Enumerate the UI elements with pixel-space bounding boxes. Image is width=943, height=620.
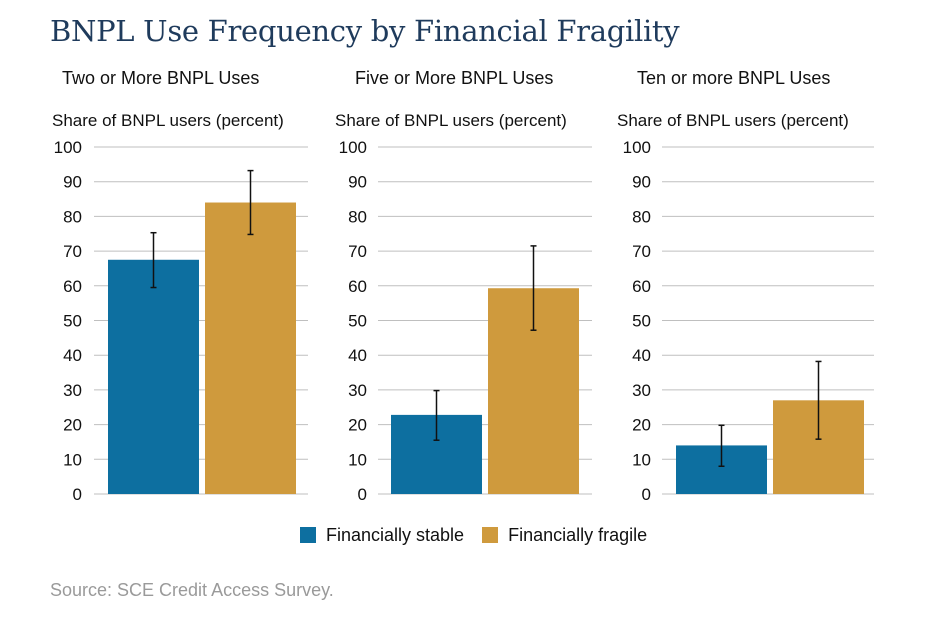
y-tick-label: 70 bbox=[348, 242, 367, 261]
legend-swatch-fragile bbox=[482, 527, 499, 543]
source-note: Source: SCE Credit Access Survey. bbox=[50, 580, 334, 600]
y-tick-label: 50 bbox=[632, 312, 651, 331]
panel-title: Two or More BNPL Uses bbox=[62, 68, 259, 88]
legend-item-stable: Financially stable bbox=[300, 525, 464, 546]
panel-title: Five or More BNPL Uses bbox=[355, 68, 553, 88]
panel-title: Ten or more BNPL Uses bbox=[637, 68, 830, 88]
y-axis-label: Share of BNPL users (percent) bbox=[617, 111, 849, 130]
y-tick-label: 0 bbox=[358, 485, 367, 504]
y-axis-label: Share of BNPL users (percent) bbox=[335, 111, 567, 130]
chart-title: BNPL Use Frequency by Financial Fragilit… bbox=[50, 14, 680, 48]
y-tick-label: 90 bbox=[348, 173, 367, 192]
y-tick-label: 30 bbox=[348, 381, 367, 400]
y-tick-label: 70 bbox=[63, 242, 82, 261]
y-tick-label: 100 bbox=[339, 138, 367, 157]
y-tick-label: 10 bbox=[63, 450, 82, 469]
y-tick-label: 80 bbox=[348, 207, 367, 226]
legend: Financially stable Financially fragile bbox=[300, 524, 665, 546]
y-tick-label: 0 bbox=[642, 485, 651, 504]
y-tick-label: 40 bbox=[632, 346, 651, 365]
y-tick-label: 90 bbox=[63, 173, 82, 192]
y-axis-label: Share of BNPL users (percent) bbox=[52, 111, 284, 130]
y-tick-label: 0 bbox=[73, 485, 82, 504]
y-tick-label: 50 bbox=[63, 312, 82, 331]
y-tick-label: 40 bbox=[348, 346, 367, 365]
y-tick-label: 100 bbox=[54, 138, 82, 157]
y-tick-label: 50 bbox=[348, 312, 367, 331]
y-tick-label: 70 bbox=[632, 242, 651, 261]
bar-financially-fragile bbox=[205, 202, 296, 494]
y-tick-label: 60 bbox=[348, 277, 367, 296]
y-tick-label: 60 bbox=[63, 277, 82, 296]
y-tick-label: 100 bbox=[623, 138, 651, 157]
bar-financially-stable bbox=[108, 259, 199, 494]
y-tick-label: 40 bbox=[63, 346, 82, 365]
y-tick-label: 20 bbox=[348, 416, 367, 435]
y-tick-label: 20 bbox=[632, 416, 651, 435]
y-tick-label: 10 bbox=[348, 450, 367, 469]
y-tick-label: 30 bbox=[632, 381, 651, 400]
legend-item-fragile: Financially fragile bbox=[482, 525, 647, 546]
y-tick-label: 10 bbox=[632, 450, 651, 469]
legend-label-stable: Financially stable bbox=[326, 524, 465, 545]
legend-label-fragile: Financially fragile bbox=[508, 524, 648, 545]
y-tick-label: 20 bbox=[63, 416, 82, 435]
y-tick-label: 80 bbox=[63, 207, 82, 226]
y-tick-label: 80 bbox=[632, 207, 651, 226]
y-tick-label: 90 bbox=[632, 173, 651, 192]
y-tick-label: 60 bbox=[632, 277, 651, 296]
chart-area: Two or More BNPL Uses Share of BNPL users… bbox=[52, 68, 874, 504]
y-tick-label: 30 bbox=[63, 381, 82, 400]
legend-swatch-stable bbox=[300, 527, 316, 543]
